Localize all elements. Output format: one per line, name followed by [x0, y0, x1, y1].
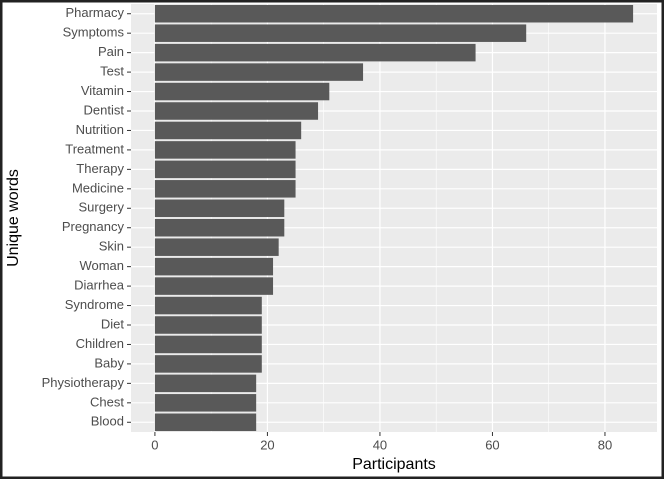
x-tick-label: 0 — [151, 437, 158, 452]
y-tick-label: Syndrome — [65, 297, 124, 312]
bar — [154, 355, 262, 373]
bar — [154, 4, 634, 23]
bar — [154, 316, 262, 334]
y-tick-label: Woman — [79, 258, 124, 273]
y-tick-label: Medicine — [72, 180, 124, 195]
x-tick-label: 80 — [598, 437, 612, 452]
bar — [154, 374, 257, 393]
bar — [154, 413, 257, 432]
x-tick-label: 40 — [373, 437, 387, 452]
x-tick-label: 20 — [260, 437, 274, 452]
y-tick-label: Diarrhea — [74, 278, 125, 293]
y-tick-label: Surgery — [78, 200, 124, 215]
y-tick-label: Therapy — [76, 161, 124, 176]
x-tick-label: 60 — [485, 437, 499, 452]
y-tick-label: Baby — [94, 355, 124, 370]
x-axis-title: Participants — [352, 456, 436, 473]
bar — [154, 335, 262, 354]
bar — [154, 277, 274, 295]
bar — [154, 102, 319, 120]
y-tick-label: Dentist — [84, 102, 125, 117]
bar — [154, 218, 285, 237]
y-tick-label: Skin — [99, 239, 124, 254]
bar — [154, 296, 262, 315]
y-tick-label: Physiotherapy — [42, 375, 125, 390]
y-tick-label: Diet — [101, 316, 125, 331]
y-tick-label: Symptoms — [63, 25, 125, 40]
bar — [154, 141, 296, 159]
bar — [154, 199, 285, 218]
y-tick-label: Children — [76, 336, 124, 351]
y-tick-label: Chest — [90, 394, 124, 409]
y-tick-label: Test — [100, 64, 124, 79]
bar — [154, 43, 476, 62]
bar — [154, 257, 274, 276]
y-tick-label: Pregnancy — [62, 219, 125, 234]
bar — [154, 160, 296, 179]
bar — [154, 238, 279, 256]
y-tick-label: Nutrition — [76, 122, 124, 137]
bar — [154, 121, 302, 140]
y-axis-title: Unique words — [5, 169, 22, 267]
bar — [154, 180, 296, 198]
y-tick-label: Treatment — [65, 141, 124, 156]
y-tick-label: Vitamin — [81, 83, 124, 98]
bar — [154, 24, 527, 42]
bar — [154, 394, 257, 412]
bar — [154, 63, 364, 81]
y-tick-label: Blood — [91, 414, 124, 429]
y-tick-label: Pain — [98, 44, 124, 59]
bar — [154, 82, 330, 101]
y-tick-label: Pharmacy — [65, 5, 124, 20]
